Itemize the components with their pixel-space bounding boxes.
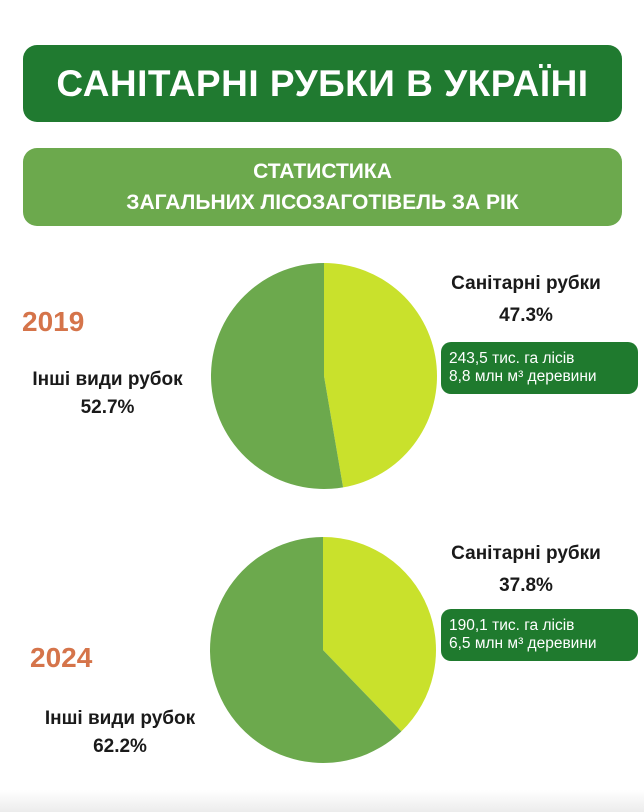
pie-chart-2024 — [209, 537, 436, 763]
sanitary-percent-2019: 47.3% — [499, 305, 553, 326]
info-volume-2024: 6,5 млн м³ деревини — [449, 635, 597, 652]
other-slice-2019 — [211, 263, 344, 489]
other-percent-2024: 62.2% — [93, 736, 147, 757]
sanitary-name-2024: Санітарні рубки — [451, 543, 601, 564]
pie-chart-2019 — [211, 263, 437, 489]
subtitle-banner: СТАТИСТИКА ЗАГАЛЬНИХ ЛІСОЗАГОТІВЕЛЬ ЗА Р… — [23, 148, 622, 226]
other-name-2024: Інші види рубок — [44, 708, 196, 729]
info-box-2024: 190,1 тис. га лісів 6,5 млн м³ деревини — [441, 609, 638, 661]
other-name-2019: Інші види рубок — [32, 369, 183, 390]
sanitary-percent-2024: 37.8% — [499, 575, 553, 596]
info-box-2019: 243,5 тис. га лісів 8,8 млн м³ деревини — [441, 342, 638, 394]
info-area-2024: 190,1 тис. га лісів — [449, 617, 575, 634]
other-label-2019: Інші види рубок 52.7% — [10, 366, 205, 422]
page-title: САНІТАРНІ РУБКИ В УКРАЇНІ — [56, 62, 589, 104]
other-percent-2019: 52.7% — [80, 397, 135, 418]
bottom-fade — [0, 790, 644, 812]
info-volume-2019: 8,8 млн м³ деревини — [449, 368, 597, 385]
other-label-2024: Інші види рубок 62.2% — [20, 705, 220, 761]
sanitary-slice-2019 — [324, 263, 437, 488]
year-2019-label: 2019 — [22, 306, 85, 337]
sanitary-label-2024: Санітарні рубки 37.8% — [434, 540, 618, 600]
title-banner: САНІТАРНІ РУБКИ В УКРАЇНІ — [23, 45, 622, 122]
sanitary-name-2019: Санітарні рубки — [451, 273, 601, 294]
other-slice-2024 — [209, 537, 402, 763]
subtitle-line-1: СТАТИСТИКА — [253, 160, 392, 183]
sanitary-slice-2024 — [323, 537, 436, 732]
info-area-2019: 243,5 тис. га лісів — [449, 350, 575, 367]
sanitary-label-2019: Санітарні рубки 47.3% — [434, 270, 618, 330]
year-2024-label: 2024 — [30, 642, 93, 673]
subtitle-line-2: ЗАГАЛЬНИХ ЛІСОЗАГОТІВЕЛЬ ЗА РІК — [126, 191, 519, 214]
